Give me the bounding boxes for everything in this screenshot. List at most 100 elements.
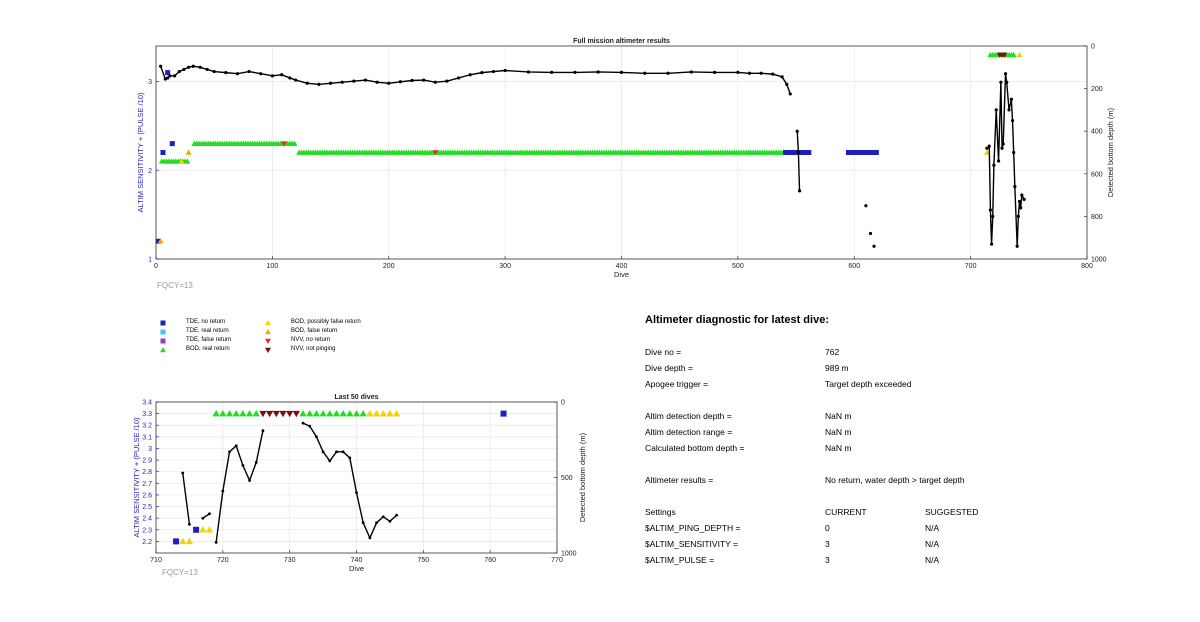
x-tick-label: 710 (150, 557, 162, 564)
bottom-depth-point (1017, 199, 1022, 204)
bottom-depth-point (503, 68, 507, 73)
diagnostic-value: 989 m (825, 363, 849, 373)
bottom-depth-point (228, 450, 231, 454)
diagnostic-label: Calculated bottom depth = (645, 443, 745, 453)
diagnostic-row: Dive no = 762 (645, 347, 1165, 359)
y-tick-label: 3 (148, 79, 152, 86)
altimeter-marker (252, 410, 260, 417)
legend-marker (160, 347, 166, 353)
diagnostic-row: Calculated bottom depth = NaN m (645, 443, 1165, 455)
altimeter-marker (352, 410, 361, 417)
y2-tick-label: 400 (1091, 129, 1103, 136)
altimeter-marker (379, 410, 387, 417)
diagnostic-value: 0 (825, 523, 830, 533)
legend-item-label: TDE, real return (186, 328, 229, 334)
bottom-depth-point (788, 92, 792, 96)
y-tick-label: 2.4 (142, 516, 152, 523)
y-tick-label: 2.9 (142, 458, 152, 465)
bottom-depth-point (1012, 150, 1016, 155)
bottom-depth-point (996, 159, 1001, 163)
bottom-depth-point (987, 144, 991, 148)
bottom-depth-point (355, 491, 358, 494)
altimeter-marker (372, 410, 381, 417)
top-fqcy-label: FQCY=13 (157, 281, 193, 290)
diagnostic-value: N/A (925, 539, 940, 549)
y-axis-label: ALTIM SENSITIVITY + (PULSE /10) (132, 417, 141, 537)
bottom-depth-point (989, 242, 994, 246)
bottom-depth-point (771, 72, 775, 76)
altimeter-marker (266, 410, 274, 418)
bottom-depth-line (986, 73, 1025, 247)
altimeter-marker (386, 410, 394, 417)
bottom-depth-point (643, 71, 647, 75)
x-tick-label: 760 (484, 557, 496, 564)
chart-title: Last 50 dives (335, 394, 379, 401)
bottom-depth-point (340, 80, 344, 84)
bottom-depth-point (328, 459, 332, 463)
x-tick-label: 700 (965, 263, 977, 270)
y2-tick-label: 800 (1091, 214, 1103, 221)
bottom-depth-point (433, 80, 437, 84)
bottom-depth-point (234, 444, 238, 448)
x-tick-label: 500 (732, 263, 744, 270)
altimeter-marker (326, 410, 334, 417)
bottom-depth-point (214, 541, 218, 544)
y-tick-label: 3.1 (142, 434, 152, 441)
bottom-depth-line (302, 422, 398, 540)
bottom-depth-point (221, 489, 225, 493)
legend-item-label: BOD, false return (291, 328, 338, 334)
bottom-depth-line (215, 430, 264, 543)
bottom-depth-point (224, 71, 228, 75)
y2-tick-label: 0 (1091, 44, 1095, 51)
altimeter-marker (346, 410, 354, 417)
diagnostic-value: N/A (925, 523, 940, 533)
altimeter-marker (393, 410, 401, 417)
bottom-depth-point (1019, 206, 1023, 210)
bottom-depth-point (398, 80, 402, 84)
bottom-depth-point (410, 78, 414, 83)
bottom-depth-point (186, 65, 191, 69)
diagnostic-value: NaN m (825, 411, 852, 421)
bottom-depth-point (1000, 146, 1004, 150)
legend-marker (160, 329, 166, 335)
bottom-depth-point (352, 79, 356, 83)
diagnostic-value: CURRENT (825, 507, 867, 517)
bottom-depth-line (182, 472, 191, 525)
y-tick-label: 1 (148, 257, 152, 264)
bottom-depth-point (177, 69, 181, 74)
y2-tick-label: 500 (561, 475, 573, 482)
altimeter-marker (232, 410, 240, 417)
bottom-depth-point (797, 189, 802, 193)
legend-marker (265, 329, 271, 335)
altimeter-marker (306, 410, 314, 417)
legend-item-label: BOD, real return (186, 346, 230, 352)
bottom-depth-line (796, 131, 801, 191)
legend-marker (160, 320, 166, 326)
legend-marker (160, 338, 166, 344)
bottom-depth-point (270, 74, 274, 78)
bottom-depth-point (1015, 244, 1019, 248)
bottom-depth-point (188, 522, 191, 526)
altimeter-marker (239, 410, 247, 417)
bottom-depth-point (988, 208, 993, 212)
bottom-depth-point (868, 231, 873, 236)
x-axis-label: Dive (349, 564, 364, 573)
bottom-depth-point (666, 71, 670, 75)
legend-item-label: NVV, no return (291, 337, 331, 343)
altimeter-marker (292, 410, 300, 418)
bottom-depth-point (1003, 72, 1008, 76)
settings-row: $ALTIM_SENSITIVITY = 3 N/A (645, 539, 1165, 551)
bottom-depth-point (713, 70, 717, 75)
altimeter-marker (185, 149, 192, 155)
bottom-depth-point (261, 429, 265, 433)
bottom-depth-point (259, 72, 263, 76)
diagnostic-label: Altimeter results = (645, 475, 714, 485)
altimeter-marker (165, 70, 171, 76)
bottom-depth-point (780, 75, 784, 79)
diagnostic-label: $ALTIM_PULSE = (645, 555, 715, 565)
diagnostic-label: $ALTIM_SENSITIVITY = (645, 539, 738, 549)
y-tick-label: 2.7 (142, 481, 152, 488)
bottom-depth-point (368, 536, 372, 540)
y2-tick-label: 600 (1091, 171, 1103, 178)
